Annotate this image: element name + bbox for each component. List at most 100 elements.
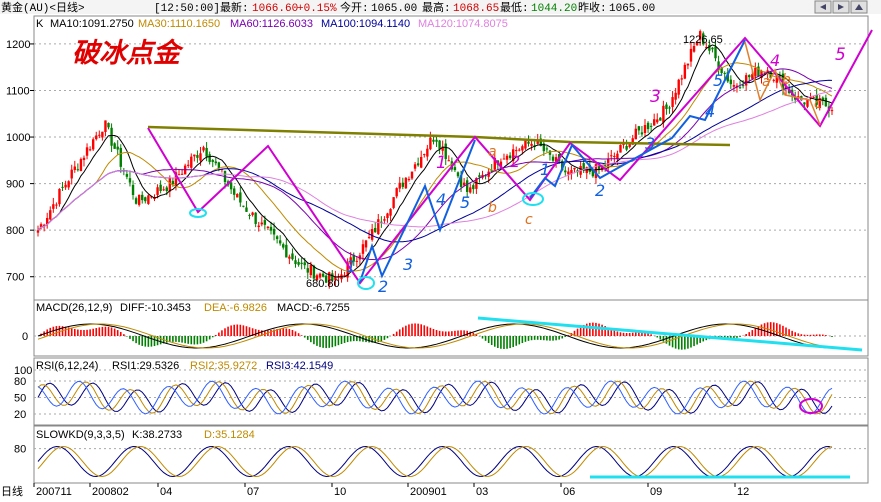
candle-body — [208, 154, 211, 162]
candle-body — [778, 74, 782, 77]
kd-title: SLOWKD(9,3,3,5) — [36, 429, 125, 441]
candle-body — [453, 167, 457, 171]
ma60-legend: MA60:1126.6033 — [230, 18, 313, 30]
candle-body — [401, 182, 405, 187]
macd-line-1 — [37, 323, 833, 349]
candle-body — [251, 212, 254, 215]
wave-label: a — [762, 74, 771, 90]
candle-body — [260, 222, 263, 225]
wave-label: 1 — [540, 160, 550, 179]
candle-body — [177, 174, 181, 176]
candle-body — [499, 161, 503, 168]
candle-body — [729, 79, 733, 85]
candle-body — [318, 273, 322, 278]
candle-body — [809, 97, 812, 99]
candle-body — [324, 275, 328, 283]
rsi3: RSI3:42.1549 — [266, 360, 333, 372]
indicator-lines — [37, 316, 863, 479]
candle-body — [757, 66, 760, 77]
x-tick-label: 10 — [334, 486, 346, 498]
panel-frame-1 — [33, 299, 869, 357]
candle-body — [680, 78, 683, 80]
candle-body — [36, 230, 40, 233]
candle-body — [806, 99, 809, 107]
wave-label: 4 — [705, 102, 715, 121]
candle-body — [518, 149, 521, 151]
header-bar — [0, 0, 881, 14]
rsi-line-2 — [37, 380, 833, 415]
candle-body — [493, 157, 496, 170]
candle-body — [542, 143, 546, 152]
x-tick-label: 200711 — [36, 486, 72, 498]
nav-left-icon — [820, 4, 826, 10]
candle-body — [407, 179, 411, 181]
candle-body — [607, 158, 610, 166]
candle-body — [380, 221, 383, 223]
candle-body — [199, 153, 202, 161]
x-tick-label: 07 — [247, 486, 259, 498]
candle-body — [478, 175, 481, 178]
candle-body — [364, 240, 368, 248]
ma-line-4 — [37, 90, 833, 231]
kd-k: K:38.2733 — [132, 429, 182, 441]
candle-body — [76, 169, 80, 171]
candle-body — [300, 262, 303, 264]
candle-body — [720, 67, 723, 74]
latest-label: 最新: — [220, 0, 249, 15]
candle-body — [257, 225, 260, 228]
candle-body — [45, 217, 49, 225]
candle-body — [389, 209, 392, 216]
rsi-circle — [799, 398, 823, 414]
candle-body — [278, 240, 282, 244]
candle-body — [147, 195, 150, 204]
rsi-line-1 — [37, 380, 833, 415]
candle-body — [67, 181, 70, 188]
wave-label: b — [488, 200, 497, 216]
kd-line-0 — [37, 445, 833, 478]
candle-body — [447, 160, 450, 162]
candle-body — [107, 123, 110, 128]
candle-body — [830, 110, 834, 112]
candle-body — [410, 171, 414, 179]
prev-close-label: 昨收: — [578, 0, 607, 15]
candle-body — [435, 139, 438, 142]
candle-body — [248, 214, 251, 216]
candle-body — [652, 119, 656, 126]
nav-up-button[interactable] — [850, 0, 868, 14]
candle-body — [104, 120, 107, 132]
candle-body — [328, 272, 331, 285]
wave-label: 4 — [770, 51, 780, 70]
candle-body — [205, 147, 208, 157]
rsi-title: RSI(6,12,24) — [36, 360, 98, 372]
candle-body — [211, 160, 214, 162]
candle-body — [561, 160, 564, 171]
candle-body — [502, 158, 506, 160]
x-tick-label: 09 — [650, 486, 662, 498]
candle-body — [656, 119, 659, 123]
candle-body — [361, 244, 365, 254]
candle-body — [674, 92, 677, 100]
rsi-y-tick: 20 — [14, 409, 26, 421]
candle-body — [702, 33, 705, 45]
candle-body — [668, 107, 671, 109]
candle-body — [597, 163, 601, 170]
macd-title: MACD(26,12,9) — [36, 302, 112, 314]
nav-left-button[interactable] — [814, 0, 832, 14]
nav-right-button[interactable] — [832, 0, 850, 14]
candle-body — [55, 204, 58, 206]
candle-body — [591, 170, 595, 177]
candle-body — [683, 64, 687, 79]
candle-body — [159, 184, 162, 192]
candle-body — [116, 146, 119, 150]
candle-body — [665, 104, 668, 110]
candle-body — [754, 67, 757, 77]
candle-body — [726, 72, 729, 82]
candle-body — [423, 154, 426, 156]
candle-body — [662, 105, 665, 123]
candle-body — [570, 169, 573, 175]
candle-body — [88, 149, 92, 151]
candle-body — [165, 187, 168, 192]
minor-wave-1 — [359, 139, 476, 283]
candle-body — [812, 96, 815, 98]
candle-body — [548, 150, 552, 155]
